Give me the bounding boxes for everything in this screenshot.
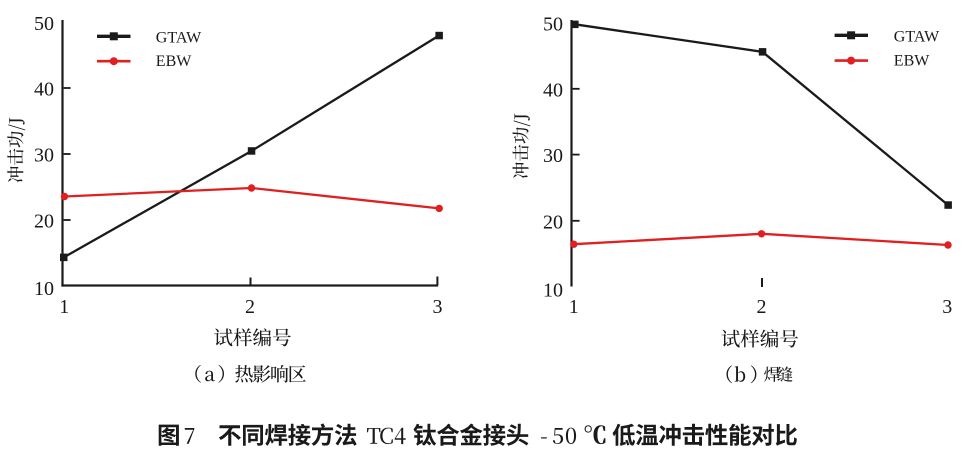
svg-text:3: 3 (433, 296, 443, 318)
svg-text:2: 2 (757, 296, 767, 318)
svg-text:40: 40 (34, 79, 54, 101)
svg-text:1: 1 (569, 296, 579, 318)
svg-text:10: 10 (34, 278, 54, 300)
svg-text:30: 30 (34, 145, 54, 167)
svg-text:EBW: EBW (894, 52, 930, 69)
svg-text:20: 20 (543, 211, 563, 233)
svg-text:30: 30 (543, 145, 563, 167)
svg-text:2: 2 (245, 296, 255, 318)
svg-text:EBW: EBW (156, 53, 192, 70)
svg-text:50: 50 (543, 14, 563, 36)
svg-text:10: 10 (543, 280, 563, 302)
svg-text:GTAW: GTAW (156, 30, 202, 47)
svg-text:20: 20 (34, 211, 54, 233)
svg-text:1: 1 (59, 296, 69, 318)
svg-text:50: 50 (34, 13, 54, 35)
svg-text:40: 40 (543, 79, 563, 101)
svg-text:3: 3 (942, 296, 952, 318)
svg-text:GTAW: GTAW (894, 29, 940, 46)
